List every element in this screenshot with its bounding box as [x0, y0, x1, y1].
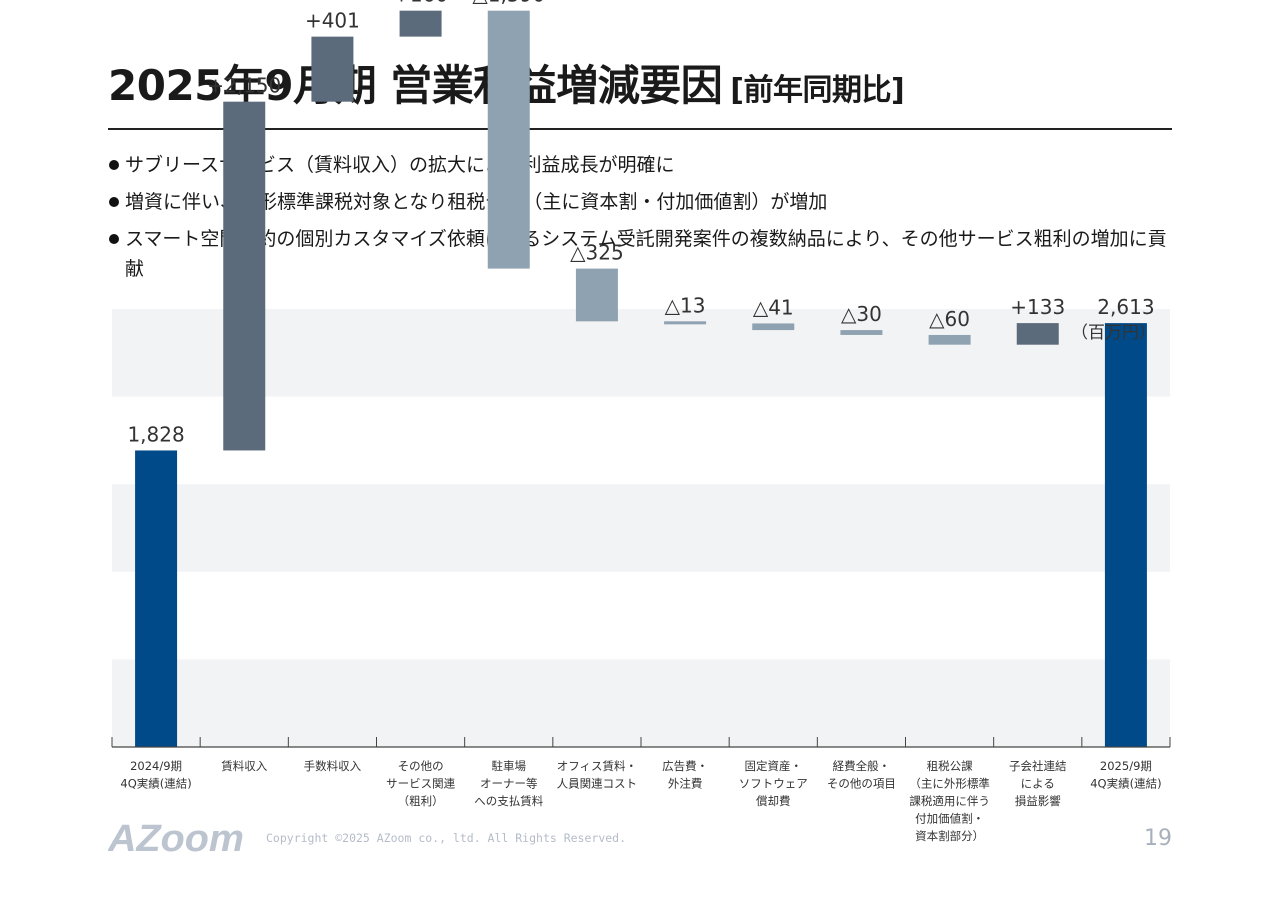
waterfall-bar: [1016, 323, 1059, 345]
category-label: 広告費・: [662, 759, 708, 773]
page-number: 19: [1144, 826, 1172, 851]
waterfall-bar: [135, 450, 178, 747]
waterfall-bar: [223, 101, 266, 451]
category-label: （主に外形標準: [909, 777, 990, 791]
page-title: 2025年9月期 営業利益増減要因 [前年同期比]: [108, 52, 905, 113]
page-title-sub: [前年同期比]: [730, 73, 905, 108]
background-band: [112, 484, 1170, 572]
data-label: 2,613: [1097, 295, 1154, 319]
data-label: △1,590: [472, 0, 545, 7]
category-label: 付加価値割・: [915, 812, 984, 826]
logo-text: AZoom: [108, 818, 244, 858]
category-label: 資本割部分）: [915, 829, 984, 843]
data-label: △60: [929, 307, 970, 331]
data-label: △325: [570, 241, 624, 265]
waterfall-bar: [575, 268, 618, 322]
category-label: による: [1021, 777, 1055, 791]
category-label: への支払賃料: [474, 794, 543, 808]
category-label: （粗利）: [398, 794, 444, 808]
category-label: 租税公課: [927, 759, 973, 773]
category-label: サービス関連: [386, 777, 455, 791]
category-label: ソフトウェア: [739, 777, 808, 791]
category-label: 人員関連コスト: [557, 777, 638, 791]
category-label: 経費全般・: [833, 759, 891, 773]
category-label: その他の: [398, 759, 444, 773]
category-label: 外注費: [668, 777, 703, 791]
data-label: 1,828: [127, 422, 184, 446]
data-label: △13: [665, 293, 706, 317]
data-label: △41: [753, 295, 794, 319]
waterfall-bar: [928, 334, 971, 345]
bullet-item: スマート空間予約の個別カスタマイズ依頼によるシステム受託開発案件の複数納品により…: [108, 224, 1180, 284]
category-label: 2025/9期: [1100, 759, 1152, 773]
category-label: 課税適用に伴う: [909, 794, 990, 808]
category-label: 駐車場: [492, 759, 527, 773]
category-label: 2024/9期: [130, 759, 182, 773]
data-label: +2,150: [207, 74, 281, 98]
category-label: 償却費: [756, 794, 791, 808]
category-label: 損益影響: [1015, 794, 1061, 808]
category-label: 固定資産・: [745, 759, 803, 773]
bullet-item: 増資に伴い、外形標準課税対象となり租税公課（主に資本割・付加価値割）が増加: [108, 187, 1180, 217]
background-band: [112, 659, 1170, 747]
title-divider: [108, 128, 1172, 130]
waterfall-bar: [487, 10, 530, 269]
waterfall-bar: [311, 36, 354, 102]
unit-label: （百万円）: [1071, 323, 1156, 343]
waterfall-bar: [1104, 323, 1147, 747]
category-label: オーナー等: [480, 777, 538, 791]
data-label: +160: [393, 0, 448, 7]
data-label: △30: [841, 302, 882, 326]
background-band: [112, 309, 1170, 397]
category-label: 4Q実績(連結): [120, 777, 191, 791]
category-label: 4Q実績(連結): [1090, 777, 1161, 791]
copyright-text: Copyright ©2025 AZoom co., ltd. All Righ…: [266, 831, 627, 845]
category-label: 子会社連結: [1009, 759, 1067, 773]
waterfall-bar: [664, 321, 707, 325]
waterfall-bar: [752, 323, 795, 331]
data-label: +133: [1010, 295, 1065, 319]
bullet-list: サブリースサービス（賃料収入）の拡大による利益成長が明確に 増資に伴い、外形標準…: [108, 150, 1180, 291]
category-label: 賃料収入: [221, 759, 267, 773]
waterfall-bar: [399, 10, 442, 37]
page-title-main: 2025年9月期 営業利益増減要因: [108, 61, 723, 110]
waterfall-bar: [840, 330, 883, 335]
category-label: オフィス賃料・: [557, 759, 637, 773]
data-label: +401: [305, 9, 360, 33]
category-label: 手数料収入: [304, 759, 362, 773]
category-label: その他の項目: [827, 777, 896, 791]
azoom-logo: AZoom: [107, 818, 248, 862]
